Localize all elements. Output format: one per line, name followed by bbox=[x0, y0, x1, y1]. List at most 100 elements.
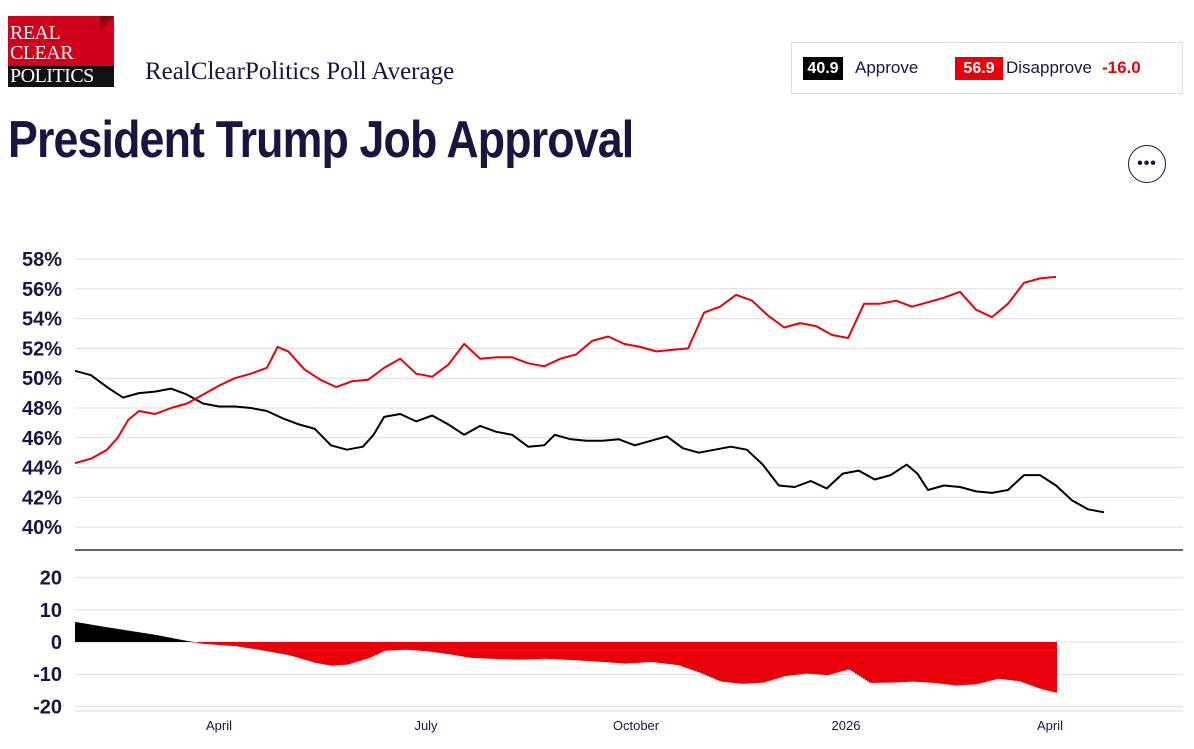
spread-bar bbox=[673, 642, 675, 665]
spread-bar bbox=[251, 642, 253, 649]
spread-bar bbox=[917, 642, 919, 682]
spread-bar bbox=[1051, 642, 1053, 692]
spread-bar bbox=[907, 642, 909, 682]
spread-bar bbox=[767, 642, 769, 682]
spread-bar bbox=[805, 642, 807, 674]
spread-bar bbox=[651, 642, 653, 662]
spread-bar bbox=[273, 642, 275, 653]
spread-bar bbox=[649, 642, 651, 663]
spread-bar bbox=[743, 642, 745, 684]
spread-bar bbox=[593, 642, 595, 662]
spread-bar bbox=[727, 642, 729, 683]
spread-bar bbox=[399, 642, 401, 651]
spread-y-tick-label: 0 bbox=[51, 632, 62, 654]
spread-bar bbox=[589, 642, 591, 662]
spread-bar bbox=[147, 633, 149, 642]
spread-bar bbox=[501, 642, 503, 660]
disapprove-line bbox=[74, 275, 1057, 465]
spread-bar bbox=[895, 642, 897, 683]
spread-bar bbox=[1007, 642, 1009, 680]
spread-bar bbox=[229, 642, 231, 646]
spread-bar bbox=[867, 642, 869, 682]
spread-bar bbox=[819, 642, 821, 675]
page-title: President Trump Job Approval bbox=[8, 111, 634, 169]
spread-bar bbox=[299, 642, 301, 659]
spread-bar bbox=[423, 642, 425, 652]
spread-bar bbox=[955, 642, 957, 686]
spread-bar bbox=[987, 642, 989, 682]
spread-bar bbox=[581, 642, 583, 661]
spread-bar bbox=[357, 642, 359, 662]
spread-bar bbox=[729, 642, 731, 683]
spread-bar bbox=[863, 642, 865, 679]
spread-bar bbox=[133, 631, 135, 642]
spread-bar bbox=[821, 642, 823, 675]
spread-bar bbox=[925, 642, 927, 683]
spread-bar bbox=[937, 642, 939, 684]
spread-bar bbox=[855, 642, 857, 674]
spread-bar bbox=[573, 642, 575, 661]
spread-bar bbox=[713, 642, 715, 679]
x-tick-label: 2026 bbox=[832, 718, 861, 733]
spread-bar bbox=[171, 638, 173, 642]
spread-bar bbox=[233, 642, 235, 647]
spread-bar bbox=[217, 642, 219, 645]
spread-bar bbox=[809, 642, 811, 674]
spread-bar bbox=[815, 642, 817, 675]
spread-bar bbox=[615, 642, 617, 663]
x-tick-label: April bbox=[1037, 718, 1063, 733]
spread-bar bbox=[305, 642, 307, 661]
spread-bar bbox=[749, 642, 751, 684]
spread-bar bbox=[1031, 642, 1033, 686]
spread-bar bbox=[119, 629, 121, 642]
spread-bar bbox=[301, 642, 303, 659]
spread-bar bbox=[253, 642, 255, 650]
spread-bar bbox=[611, 642, 613, 663]
spread-bar bbox=[225, 642, 227, 646]
spread-bar bbox=[499, 642, 501, 660]
spread-bar bbox=[935, 642, 937, 684]
spread-bar bbox=[381, 642, 383, 653]
spread-bar bbox=[209, 642, 211, 645]
spread-bar bbox=[567, 642, 569, 660]
spread-bar bbox=[465, 642, 467, 658]
logo-fold bbox=[100, 16, 114, 30]
spread-bar bbox=[677, 642, 679, 666]
spread-bar bbox=[189, 641, 191, 642]
spread-bar bbox=[579, 642, 581, 661]
spread-bar bbox=[257, 642, 259, 650]
spread-bar bbox=[183, 640, 185, 642]
spread-bar bbox=[373, 642, 375, 656]
spread-bar bbox=[797, 642, 799, 675]
spread-bar bbox=[1013, 642, 1015, 681]
chart-y-tick-labels: 58% 56% 54% 52% 50% 48% 46% 44% 42% 40% 20 10 0 -10 -2… bbox=[22, 249, 62, 718]
spread-bar bbox=[533, 642, 535, 660]
spread-bar bbox=[829, 642, 831, 675]
spread-bar bbox=[387, 642, 389, 651]
spread-bar bbox=[463, 642, 465, 657]
spread-bar bbox=[801, 642, 803, 675]
spread-bar bbox=[617, 642, 619, 664]
spread-bar bbox=[303, 642, 305, 660]
spread-bar bbox=[437, 642, 439, 653]
spread-bar bbox=[973, 642, 975, 685]
rcp-logo[interactable]: REAL CLEAR POLITICS bbox=[8, 16, 114, 87]
spread-bar bbox=[155, 634, 157, 642]
spread-bar bbox=[345, 642, 347, 665]
spread-bar bbox=[323, 642, 325, 665]
spread-bar bbox=[481, 642, 483, 659]
more-options-button[interactable]: ••• bbox=[1128, 145, 1166, 183]
spread-bar bbox=[795, 642, 797, 675]
spread-bar bbox=[595, 642, 597, 662]
spread-bar bbox=[831, 642, 833, 675]
spread-bar bbox=[161, 636, 163, 642]
spread-bar bbox=[371, 642, 373, 657]
spread-bar bbox=[513, 642, 515, 660]
spread-bar bbox=[241, 642, 243, 648]
spread-bar bbox=[945, 642, 947, 685]
spread-bar bbox=[561, 642, 563, 660]
spread-y-tick-label: -10 bbox=[33, 664, 62, 686]
spread-bar bbox=[455, 642, 457, 656]
spread-bar bbox=[97, 625, 99, 642]
spread-bar bbox=[879, 642, 881, 683]
